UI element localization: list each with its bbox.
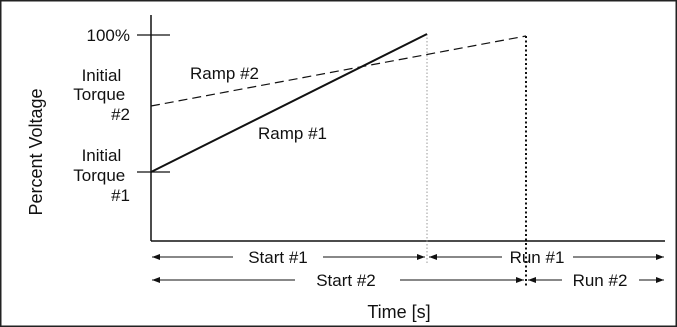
span-start-1: Start #1: [152, 248, 425, 267]
span-start-1-arrow-left: [152, 254, 160, 260]
series-label-ramp-1: Ramp #1: [258, 124, 327, 143]
span-start-2-label: Start #2: [316, 271, 376, 290]
initial-torque-1-line-2: Torque: [73, 166, 125, 185]
series-ramp-1: [150, 33, 428, 173]
span-run-1-label: Run #1: [510, 248, 565, 267]
y-axis-title: Percent Voltage: [26, 88, 46, 215]
x-axis-title: Time [s]: [367, 302, 430, 322]
initial-torque-1-line-3: #1: [111, 186, 130, 205]
initial-torque-2-line-3: #2: [111, 105, 130, 124]
series-label-ramp-2: Ramp #2: [190, 64, 259, 83]
span-run-1-arrow-right: [656, 254, 664, 260]
initial-torque-2-line-2: Torque: [73, 85, 125, 104]
span-start-1-arrow-right: [417, 254, 425, 260]
span-run-2: Run #2: [528, 271, 664, 290]
span-start-2-arrow-left: [152, 277, 160, 283]
span-start-2-arrow-right: [516, 277, 524, 283]
initial-torque-2-line-1: Initial: [82, 66, 122, 85]
span-run-1: Run #1: [429, 248, 664, 267]
span-run-2-label: Run #2: [573, 271, 628, 290]
series-ramp-2: [150, 35, 527, 107]
initial-torque-1-line-1: Initial: [82, 146, 122, 165]
initial-torque-1-label: Initial Torque #1: [73, 146, 130, 205]
y-tick-label-100: 100%: [87, 26, 130, 45]
initial-torque-2-label: Initial Torque #2: [73, 66, 130, 124]
span-run-2-arrow-left: [528, 277, 536, 283]
span-start-2: Start #2: [152, 271, 524, 290]
span-start-1-label: Start #1: [248, 248, 308, 267]
span-run-2-arrow-right: [656, 277, 664, 283]
span-run-1-arrow-left: [429, 254, 437, 260]
